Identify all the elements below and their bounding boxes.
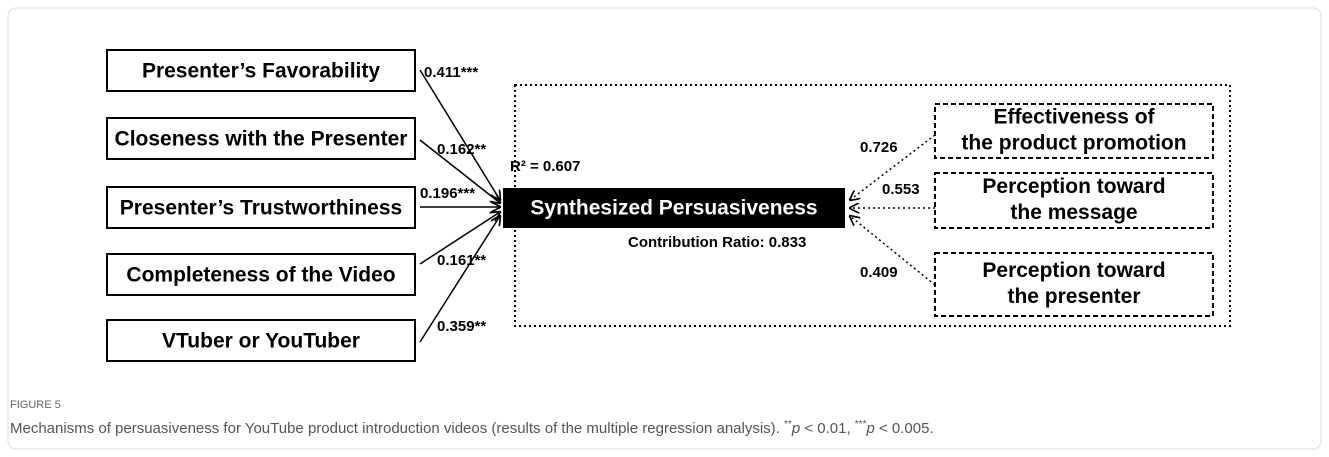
arrow [419, 216, 500, 343]
arrow [419, 139, 500, 203]
frame [7, 7, 1322, 450]
coefficient: 0.162** [437, 141, 486, 158]
component-box [934, 252, 1214, 317]
predictor-box [106, 253, 416, 296]
outcome-box [503, 188, 845, 228]
predictor-box [106, 319, 416, 362]
component-label: Effectiveness of [993, 106, 1155, 129]
caption-text: Mechanisms of persuasiveness for YouTube… [10, 420, 784, 437]
predictor-label: Presenter’s Trustworthiness [120, 197, 402, 220]
predictor-label: Closeness with the Presenter [115, 128, 408, 151]
component-label: the presenter [1007, 285, 1140, 308]
predictor-box [106, 49, 416, 92]
predictor-label: VTuber or YouTuber [162, 330, 360, 353]
r-squared: R² = 0.607 [510, 158, 580, 175]
caption-p: p [865, 420, 874, 437]
component-label: Perception toward [982, 259, 1165, 282]
arrow [419, 69, 500, 200]
predictor-label: Completeness of the Video [126, 264, 395, 287]
contribution-ratio: Contribution Ratio: 0.833 [628, 234, 806, 251]
caption-label: FIGURE 5 [10, 399, 61, 411]
component-box [934, 172, 1214, 229]
coefficient: 0.411*** [424, 64, 478, 81]
loading: 0.553 [882, 181, 920, 198]
caption-text: < 0.01, [800, 420, 855, 437]
predictor-label: Presenter’s Favorability [142, 60, 380, 83]
loading: 0.726 [860, 139, 898, 156]
coefficient: 0.359** [437, 318, 486, 335]
coefficient: 0.196*** [420, 185, 475, 202]
component-label: Perception toward [982, 175, 1165, 198]
component-label: the product promotion [961, 132, 1186, 155]
component-box [934, 103, 1214, 159]
caption-sup: *** [855, 419, 867, 430]
component-label: the message [1010, 201, 1137, 224]
loading: 0.409 [860, 264, 898, 281]
caption: Mechanisms of persuasiveness for YouTube… [10, 419, 934, 437]
coefficient: 0.161** [437, 252, 486, 269]
caption-sup: ** [784, 419, 792, 430]
caption-text: < 0.005. [875, 420, 934, 437]
outcome-label: Synthesized Persuasiveness [530, 197, 817, 220]
arrow [419, 212, 500, 265]
caption-p: p [791, 420, 800, 437]
predictor-box [106, 117, 416, 160]
arrow [850, 216, 936, 286]
predictor-box [106, 186, 416, 229]
